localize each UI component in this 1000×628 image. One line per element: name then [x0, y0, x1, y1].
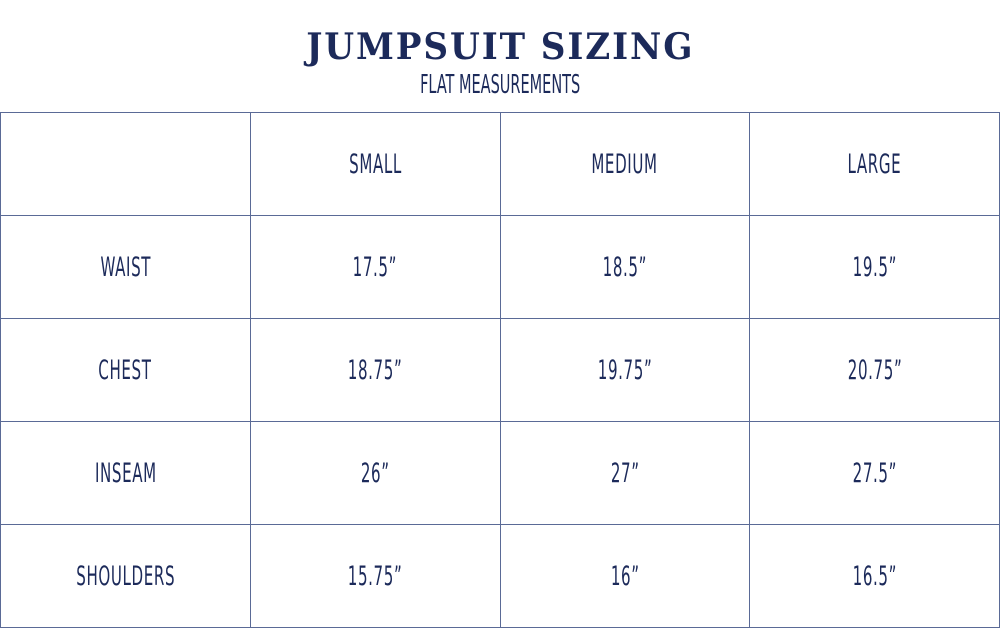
table-cell: 16”: [499, 524, 751, 628]
cell-value: 19.75”: [597, 354, 653, 386]
table-cell: 18.75”: [249, 318, 501, 422]
table-cell: 19.5”: [749, 215, 1000, 319]
table-cell: 19.75”: [499, 318, 751, 422]
cell-value: 16.5”: [852, 560, 897, 592]
row-label-text: INSEAM: [94, 457, 157, 489]
row-label: CHEST: [0, 318, 251, 422]
table-cell: 27”: [499, 421, 751, 525]
cell-value: 20.75”: [847, 354, 902, 386]
cell-value: 27”: [610, 457, 640, 489]
page-subtitle: FLAT MEASUREMENTS: [0, 68, 1000, 102]
header-cell-small: SMALL: [249, 112, 501, 216]
table-row: WAIST 17.5” 18.5” 19.5”: [0, 215, 1000, 319]
table-cell: 26”: [249, 421, 501, 525]
subtitle-text: FLAT MEASUREMENTS: [419, 70, 581, 100]
page-title: JUMPSUIT SIZING: [0, 22, 1000, 72]
table-cell: 15.75”: [249, 524, 501, 628]
header-cell-large: LARGE: [749, 112, 1000, 216]
header-row: SMALL MEDIUM LARGE: [0, 112, 1000, 216]
title-text: JUMPSUIT SIZING: [305, 26, 695, 68]
row-label-text: SHOULDERS: [75, 560, 175, 592]
cell-value: 16”: [610, 560, 640, 592]
header-cell-medium: MEDIUM: [499, 112, 751, 216]
table-row: SHOULDERS 15.75” 16” 16.5”: [0, 524, 1000, 628]
row-label-text: CHEST: [98, 354, 152, 386]
header-text: MEDIUM: [591, 148, 659, 180]
header-text: SMALL: [348, 148, 402, 180]
sizing-table: SMALL MEDIUM LARGE WAIST 17.5” 18.5” 19.…: [0, 112, 1000, 628]
table-row: INSEAM 26” 27” 27.5”: [0, 421, 1000, 525]
table-cell: 17.5”: [249, 215, 501, 319]
cell-value: 15.75”: [347, 560, 403, 592]
table-row: CHEST 18.75” 19.75” 20.75”: [0, 318, 1000, 422]
header-text: LARGE: [847, 148, 902, 180]
table-cell: 27.5”: [749, 421, 1000, 525]
row-label-text: WAIST: [100, 251, 151, 283]
cell-value: 27.5”: [852, 457, 897, 489]
header-cell-empty: [0, 112, 251, 216]
cell-value: 18.5”: [602, 251, 648, 283]
cell-value: 19.5”: [852, 251, 897, 283]
cell-value: 18.75”: [347, 354, 403, 386]
table-cell: 16.5”: [749, 524, 1000, 628]
cell-value: 26”: [360, 457, 390, 489]
row-label: INSEAM: [0, 421, 251, 525]
row-label: WAIST: [0, 215, 251, 319]
table-cell: 18.5”: [499, 215, 751, 319]
cell-value: 17.5”: [352, 251, 398, 283]
table-cell: 20.75”: [749, 318, 1000, 422]
row-label: SHOULDERS: [0, 524, 251, 628]
